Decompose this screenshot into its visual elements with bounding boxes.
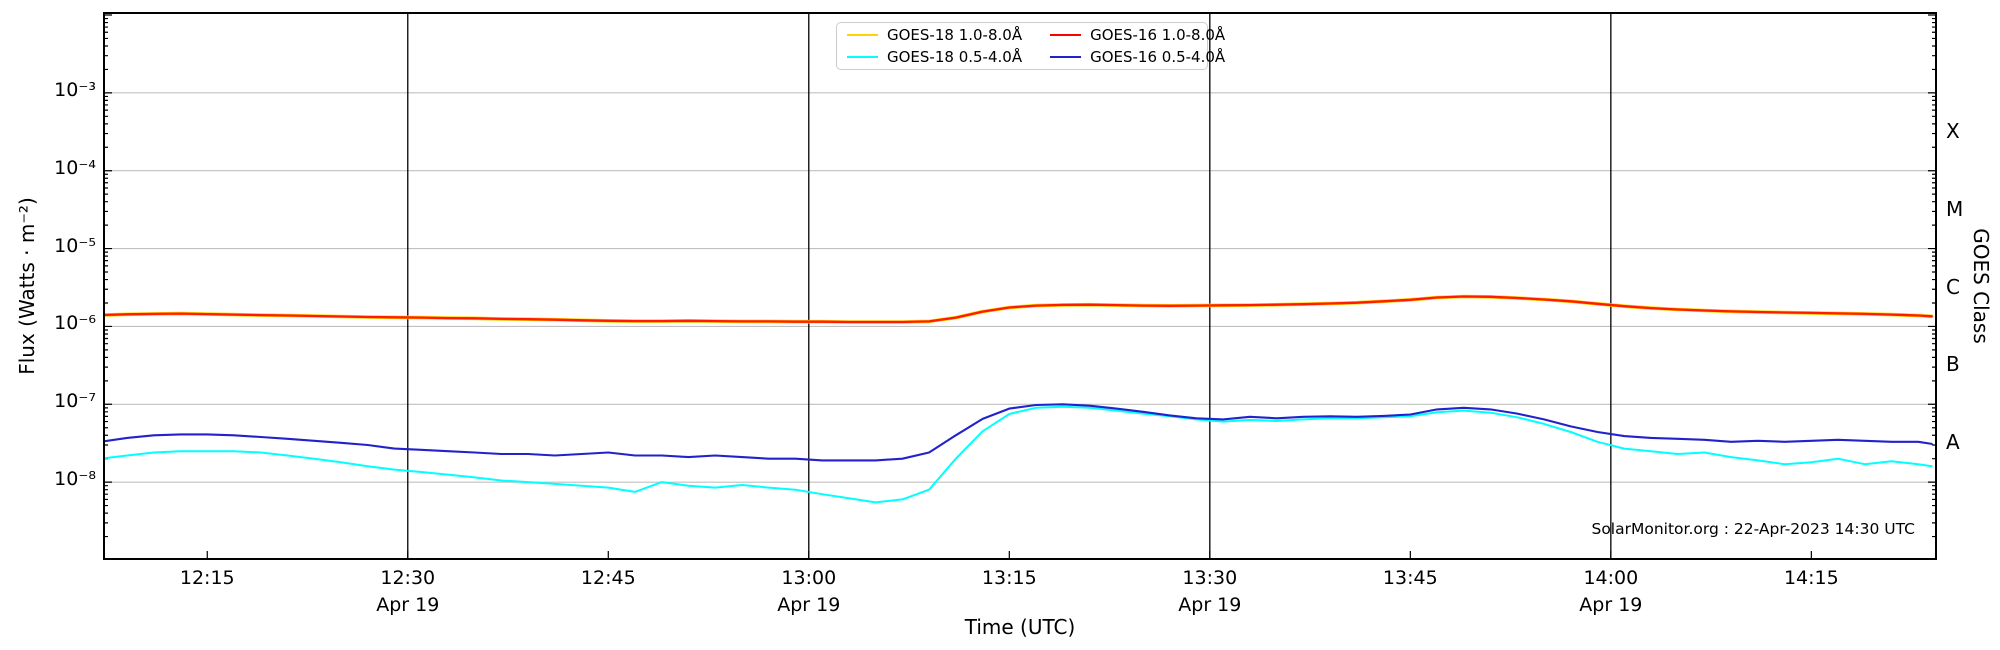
day-label: Apr 19	[777, 594, 841, 616]
axis-tick-marks	[103, 14, 1937, 560]
series-line-1	[103, 405, 1933, 504]
y-tick-label: 10⁻⁴	[54, 156, 96, 179]
solarmonitor-timestamp: SolarMonitor.org : 22-Apr-2023 14:30 UTC	[1591, 520, 1915, 538]
legend-label: GOES-18 0.5-4.0Å	[887, 48, 1023, 66]
plot-svg	[103, 12, 1937, 560]
series-line-3	[103, 403, 1933, 462]
legend-item: GOES-18 0.5-4.0Å	[847, 48, 1022, 67]
x-tick-label: 13:30	[1182, 567, 1238, 589]
y-tick-label: 10⁻⁵	[54, 234, 96, 257]
y-tick-label: 10⁻³	[54, 78, 96, 101]
legend-line-swatch	[1050, 34, 1082, 36]
legend-line-swatch	[847, 56, 878, 58]
y-tick-label: 10⁻⁸	[54, 468, 96, 491]
x-tick-label: 13:15	[981, 567, 1037, 589]
legend-column-0: GOES-18 1.0-8.0Å GOES-18 0.5-4.0Å	[847, 26, 1022, 67]
legend-label: GOES-16 1.0-8.0Å	[1090, 26, 1226, 44]
x-tick-label: 12:30	[380, 567, 436, 589]
x-tick-label: 14:00	[1583, 567, 1639, 589]
goes-class-label-C: C	[1946, 274, 1960, 299]
y-axis-title-goes-class: GOES Class	[1969, 228, 1993, 344]
day-label: Apr 19	[1579, 594, 1643, 616]
day-label: Apr 19	[1178, 594, 1242, 616]
legend-line-swatch	[1050, 56, 1082, 58]
legend-label: GOES-18 1.0-8.0Å	[887, 26, 1023, 44]
goes-class-label-X: X	[1946, 118, 1960, 143]
legend-item: GOES-18 1.0-8.0Å	[847, 26, 1022, 45]
y-axis-title-flux: Flux (Watts · m⁻²)	[15, 197, 39, 375]
y-tick-label: 10⁻⁶	[54, 312, 96, 335]
x-tick-label: 12:45	[580, 567, 636, 589]
day-label: Apr 19	[376, 594, 440, 616]
x-tick-label: 13:45	[1382, 567, 1438, 589]
x-axis-title-time: Time (UTC)	[964, 615, 1076, 639]
legend-box: GOES-18 1.0-8.0Å GOES-18 0.5-4.0Å GOES-16 …	[836, 22, 1225, 70]
x-tick-label: 14:15	[1783, 567, 1839, 589]
goes-class-label-B: B	[1946, 352, 1960, 377]
legend-item: GOES-16 0.5-4.0Å	[1050, 48, 1225, 67]
legend-item: GOES-16 1.0-8.0Å	[1050, 26, 1225, 45]
y-tick-label: 10⁻⁷	[54, 390, 96, 413]
legend-line-swatch	[847, 34, 878, 36]
plot-frame-border	[103, 12, 1937, 560]
x-tick-label: 12:15	[179, 567, 235, 589]
goes-class-label-M: M	[1946, 196, 1964, 221]
goes-class-label-A: A	[1946, 430, 1960, 455]
legend-label: GOES-16 0.5-4.0Å	[1090, 48, 1226, 66]
x-tick-label: 13:00	[781, 567, 837, 589]
series-line-2	[103, 295, 1933, 324]
plot-area	[103, 12, 1937, 560]
legend-column-1: GOES-16 1.0-8.0Å GOES-16 0.5-4.0Å	[1050, 26, 1225, 67]
